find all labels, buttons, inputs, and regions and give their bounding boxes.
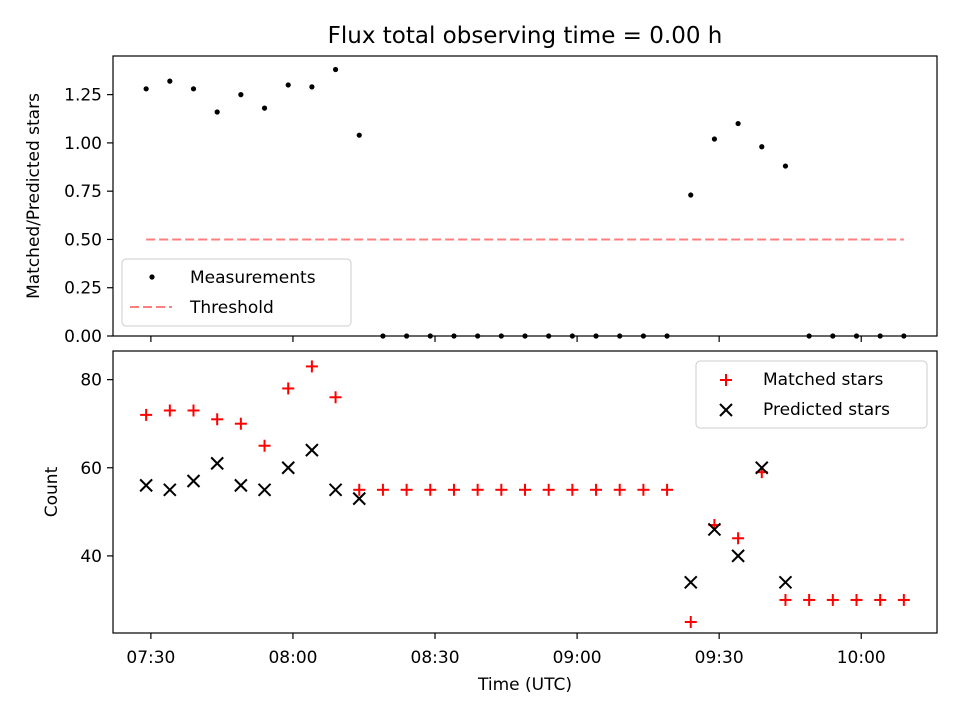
- legend-threshold-label: Threshold: [189, 298, 274, 318]
- predicted-stars-point: [234, 478, 248, 493]
- matched-stars-point: [637, 483, 650, 496]
- predicted-stars-point: [755, 461, 769, 475]
- top-y-axis-label: Matched/Predicted stars: [24, 93, 44, 299]
- top-plot-frame: [112, 55, 938, 337]
- matched-stars-point: [471, 483, 484, 496]
- predicted-stars-point: [731, 549, 745, 563]
- matched-stars-point: [826, 593, 839, 606]
- legend-matched-marker: [720, 374, 732, 386]
- matched-stars-point: [282, 382, 295, 395]
- matched-stars-point: [874, 593, 887, 606]
- legend-predicted-label: Predicted stars: [763, 400, 890, 420]
- x-tick-label: 09:30: [695, 648, 744, 668]
- y-tick-label: 0.50: [64, 230, 102, 250]
- predicted-stars-point: [778, 575, 793, 590]
- x-tick-label: 09:00: [553, 648, 602, 668]
- measurements-point: [261, 105, 268, 111]
- measurements-point: [356, 132, 362, 138]
- bottom-plot-frame: [112, 350, 938, 634]
- matched-stars-point: [495, 483, 508, 496]
- measurements-point: [309, 84, 315, 90]
- legend-measurements-label: Measurements: [190, 268, 316, 288]
- y-tick-label: 1.00: [64, 134, 102, 154]
- matched-stars-point: [211, 413, 224, 426]
- measurements-point: [214, 109, 220, 115]
- matched-stars-point: [542, 483, 555, 496]
- matched-stars-point: [850, 593, 863, 606]
- measurements-point: [735, 120, 741, 127]
- predicted-stars-point: [163, 483, 177, 497]
- predicted-stars-point: [707, 522, 722, 537]
- y-tick-label: 60: [80, 459, 102, 479]
- legend-matched-label: Matched stars: [763, 370, 883, 390]
- matched-stars-point: [424, 483, 437, 496]
- predicted-stars-point: [257, 483, 272, 497]
- matched-stars-point: [353, 483, 366, 496]
- matched-stars-point: [447, 483, 460, 496]
- y-tick-label: 0.25: [64, 279, 102, 299]
- predicted-stars-point: [210, 456, 224, 471]
- matched-stars-point: [400, 483, 413, 496]
- measurements-point: [143, 86, 149, 92]
- matched-stars-point: [305, 360, 318, 373]
- top-legend: Measurements Threshold: [121, 258, 352, 327]
- bottom-legend: Matched stars Predicted stars: [695, 360, 928, 429]
- matched-stars-point: [187, 404, 200, 417]
- matched-stars-point: [732, 532, 745, 545]
- x-tick-label: 08:30: [411, 648, 460, 668]
- measurements-point: [167, 78, 173, 84]
- matched-stars-point: [140, 408, 153, 421]
- matched-stars-point: [163, 404, 176, 417]
- matched-stars-point: [897, 593, 910, 606]
- matched-stars-point: [376, 483, 389, 496]
- measurements-point: [782, 163, 789, 169]
- predicted-stars-point: [328, 483, 343, 497]
- predicted-stars-point: [139, 478, 153, 493]
- y-tick-label: 1.25: [64, 86, 102, 106]
- x-tick-label: 07:30: [126, 648, 175, 668]
- matched-stars-point: [566, 483, 579, 496]
- x-axis-label: Time (UTC): [477, 675, 572, 695]
- y-tick-label: 0.00: [64, 327, 102, 347]
- measurements-point: [759, 144, 765, 150]
- matched-stars-point: [779, 593, 792, 606]
- matched-stars-point: [258, 439, 271, 452]
- top-panel: Flux total observing time = 0.00 h 0.00 0…: [24, 23, 938, 347]
- predicted-stars-point: [305, 443, 319, 457]
- predicted-stars-point: [281, 461, 295, 475]
- measurements-point: [332, 66, 339, 73]
- measurements-point: [711, 136, 718, 142]
- matched-stars-point: [590, 483, 603, 496]
- matched-stars-point: [329, 391, 342, 404]
- x-tick-label: 08:00: [268, 648, 317, 668]
- matched-stars-point: [803, 593, 816, 606]
- measurements-point: [688, 192, 694, 198]
- top-chart-title: Flux total observing time = 0.00 h: [328, 23, 723, 49]
- y-tick-label: 80: [80, 371, 102, 391]
- measurements-point: [285, 82, 291, 88]
- legend-predicted-marker: [719, 403, 733, 417]
- matched-stars-point: [684, 615, 697, 628]
- predicted-stars-point: [186, 474, 201, 488]
- predicted-stars-point: [352, 491, 366, 506]
- matched-stars-point: [661, 483, 674, 496]
- bottom-panel: 07:30 08:00 08:30 09:00 09:30 10:00 40 60 80 Cou…: [42, 350, 938, 695]
- matched-stars-point: [613, 483, 626, 496]
- x-tick-label: 10:00: [837, 648, 886, 668]
- y-tick-label: 40: [80, 547, 102, 567]
- bottom-y-axis-label: Count: [42, 466, 62, 517]
- predicted-stars-point: [684, 575, 698, 590]
- measurements-point: [190, 86, 197, 92]
- legend-measurements-marker: [149, 274, 155, 280]
- matched-stars-point: [234, 417, 247, 430]
- measurements-point: [238, 92, 244, 98]
- matched-stars-point: [519, 483, 531, 496]
- y-tick-label: 0.75: [64, 182, 102, 202]
